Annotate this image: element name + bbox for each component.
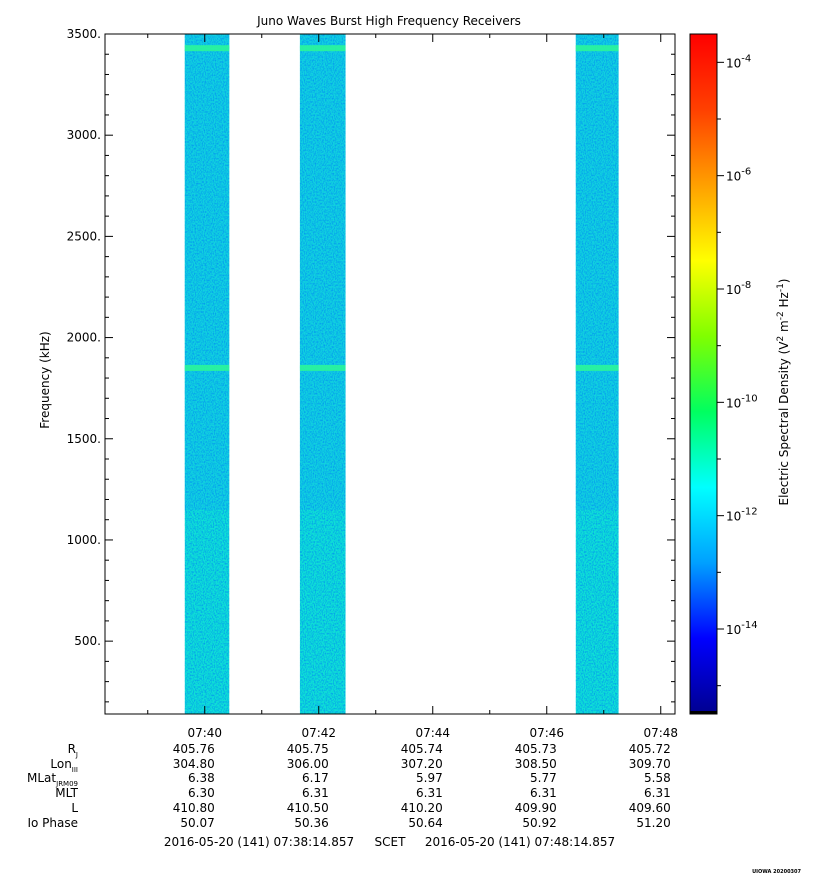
colorbar-floor <box>690 711 717 714</box>
bright-line-2 <box>299 364 346 371</box>
bright-line-2 <box>184 364 230 371</box>
ephem-row-label: L <box>71 801 78 815</box>
y-tick-label: 1500. <box>67 432 101 446</box>
ephem-value: 50.36 <box>294 816 328 830</box>
ephem-value: 308.50 <box>515 757 557 771</box>
colorbar-tick-label: 10-10 <box>726 393 758 410</box>
colorbar-tick-label: 10-12 <box>726 507 758 524</box>
plot-area <box>104 33 676 715</box>
ephem-value: 50.64 <box>408 816 442 830</box>
y-tick-label: 2000. <box>67 331 101 345</box>
ephem-value: 50.92 <box>522 816 556 830</box>
ephem-row-label: MLatJRM09 <box>27 771 78 788</box>
y-tick-label: 3500. <box>67 27 101 41</box>
time-range-end: 2016-05-20 (141) 07:48:14.857 <box>425 835 615 849</box>
data-band-3 <box>575 34 619 714</box>
ephem-value: 405.76 <box>173 742 215 756</box>
ephem-value: 51.20 <box>636 816 670 830</box>
ephem-value: 306.00 <box>287 757 329 771</box>
y-tick-label: 500. <box>74 634 101 648</box>
ephem-value: 6.31 <box>416 786 443 800</box>
ephem-value: 409.90 <box>515 801 557 815</box>
version-stamp: UIOWA 20200307 <box>752 869 801 875</box>
ephem-value: 5.97 <box>416 771 443 785</box>
ephem-value: 309.70 <box>629 757 671 771</box>
ephem-value: 405.75 <box>287 742 329 756</box>
y-tick-label: 3000. <box>67 128 101 142</box>
colorbar-tick-label: 10-8 <box>726 280 751 297</box>
ephem-value: 5.77 <box>530 771 557 785</box>
ephem-value: 405.73 <box>515 742 557 756</box>
data-band-noise <box>184 34 230 714</box>
ephemeris-table: RJ 405.76 405.75 405.74 405.73 405.72 LonIII 30… <box>27 742 671 830</box>
x-tick-label: 07:42 <box>301 726 336 740</box>
ephem-value: 410.80 <box>173 801 215 815</box>
ephem-value: 50.07 <box>180 816 214 830</box>
bright-line-2 <box>575 364 619 371</box>
x-tick-label: 07:46 <box>529 726 564 740</box>
ephem-value: 6.31 <box>302 786 329 800</box>
ephem-row-label: LonIII <box>50 757 78 774</box>
y-axis-label: Frequency (kHz) <box>38 331 52 428</box>
y-tick-label: 1000. <box>67 533 101 547</box>
data-band-noise <box>575 34 619 714</box>
data-band-1 <box>184 34 230 714</box>
time-range-footer: 2016-05-20 (141) 07:38:14.857 SCET 2016-… <box>164 835 615 849</box>
ephem-value: 304.80 <box>173 757 215 771</box>
ephem-value: 5.58 <box>644 771 671 785</box>
ephem-value: 6.31 <box>644 786 671 800</box>
colorbar-frame <box>689 33 718 715</box>
x-axis: 07:40 07:42 07:44 07:46 07:48 <box>147 34 678 740</box>
time-range-frame: SCET <box>375 835 407 849</box>
y-axis: 3500. 3000. 2500. 2000. 1500. 1000. 500. <box>67 27 675 703</box>
ephem-value: 410.50 <box>287 801 329 815</box>
colorbar-label: Electric Spectral Density (V2 m-2 Hz-1) <box>776 278 791 505</box>
colorbar-tick-label: 10-14 <box>726 620 758 637</box>
ephem-value: 6.38 <box>188 771 215 785</box>
ephem-value: 405.72 <box>629 742 671 756</box>
bright-line-1 <box>575 45 619 52</box>
ephem-value: 6.31 <box>530 786 557 800</box>
ephem-row-label: MLT <box>55 786 78 800</box>
colorbar-gradient <box>690 34 717 714</box>
ephem-value: 410.20 <box>401 801 443 815</box>
colorbar: 10-4 10-6 10-8 10-10 10-12 10-14 <box>689 33 758 715</box>
ephem-value: 409.60 <box>629 801 671 815</box>
colorbar-tick-label: 10-4 <box>726 53 751 70</box>
bright-line-1 <box>299 45 346 52</box>
ephem-value: 405.74 <box>401 742 443 756</box>
x-tick-label: 07:40 <box>187 726 222 740</box>
data-band-noise <box>299 34 346 714</box>
plot-frame <box>104 33 676 715</box>
bright-line-1 <box>184 45 230 52</box>
ephem-row-label: Io Phase <box>27 816 78 830</box>
ephem-row-label: RJ <box>68 742 78 759</box>
time-range-start: 2016-05-20 (141) 07:38:14.857 <box>164 835 354 849</box>
ephem-value: 6.30 <box>188 786 215 800</box>
ephem-value: 6.17 <box>302 771 329 785</box>
x-tick-label: 07:48 <box>643 726 678 740</box>
chart-title: Juno Waves Burst High Frequency Receiver… <box>256 14 521 28</box>
x-tick-label: 07:44 <box>415 726 450 740</box>
ephem-value: 307.20 <box>401 757 443 771</box>
colorbar-tick-label: 10-6 <box>726 167 751 184</box>
y-tick-label: 2500. <box>67 229 101 243</box>
data-band-2 <box>299 34 346 714</box>
